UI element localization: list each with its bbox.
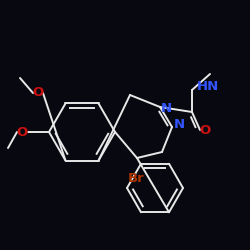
Text: O: O	[32, 86, 44, 100]
Text: O: O	[16, 126, 28, 138]
Text: O: O	[200, 124, 210, 136]
Text: N: N	[160, 102, 172, 114]
Text: N: N	[174, 118, 184, 132]
Text: Br: Br	[128, 172, 144, 185]
Text: HN: HN	[197, 80, 219, 94]
